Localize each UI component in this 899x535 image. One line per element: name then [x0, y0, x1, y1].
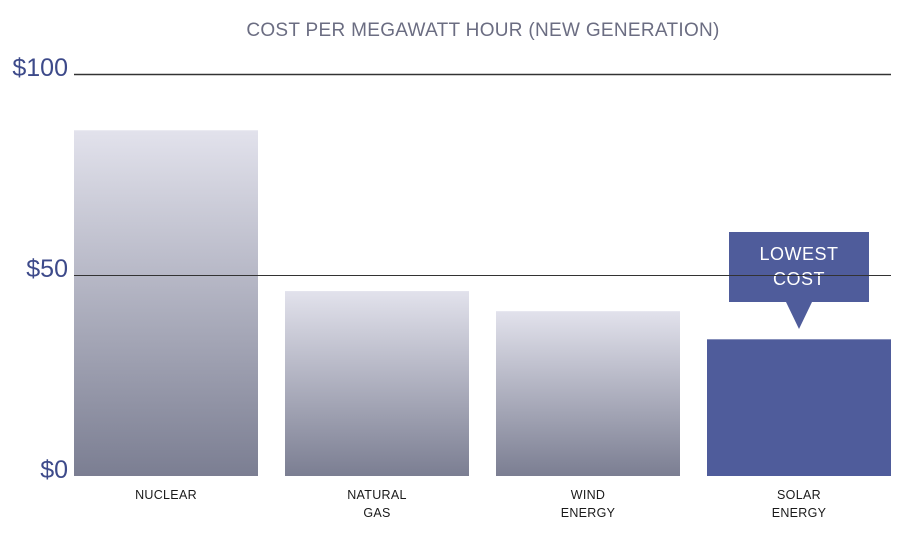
x-tick-label-line: NATURAL: [347, 488, 407, 502]
x-tick-label-line: NUCLEAR: [135, 488, 197, 502]
bar-nuclear: [74, 130, 258, 476]
chart-title: COST PER MEGAWATT HOUR (NEW GENERATION): [246, 20, 719, 41]
bars: [74, 130, 891, 476]
y-axis-ticks: $0 $50 $100: [12, 54, 68, 484]
x-tick-label-line: SOLAR: [777, 488, 821, 502]
callout-pointer: [786, 302, 812, 329]
bar-natural-gas: [285, 291, 469, 476]
callout-text: LOWEST: [759, 244, 838, 264]
bar-solar-energy: [707, 339, 891, 476]
x-tick-label-line: GAS: [363, 506, 390, 520]
gridlines: [74, 73, 891, 276]
callout-box: [729, 232, 869, 302]
x-tick-label-line: WIND: [571, 488, 606, 502]
y-tick-label: $50: [26, 255, 68, 283]
y-tick-label: $0: [40, 456, 68, 484]
x-tick-label: WIND ENERGY: [561, 488, 616, 520]
x-tick-label: NUCLEAR: [135, 488, 197, 502]
x-tick-label: NATURAL GAS: [347, 488, 407, 520]
lowest-cost-callout: LOWEST COST: [729, 232, 869, 329]
x-tick-label-line: ENERGY: [772, 506, 827, 520]
x-axis-ticks: NUCLEAR NATURAL GAS WIND ENERGY SOLAR ENERGY: [135, 488, 827, 520]
callout-text: COST: [773, 269, 825, 289]
bar-wind-energy: [496, 311, 680, 476]
x-tick-label: SOLAR ENERGY: [772, 488, 827, 520]
x-tick-label-line: ENERGY: [561, 506, 616, 520]
y-tick-label: $100: [12, 54, 68, 82]
